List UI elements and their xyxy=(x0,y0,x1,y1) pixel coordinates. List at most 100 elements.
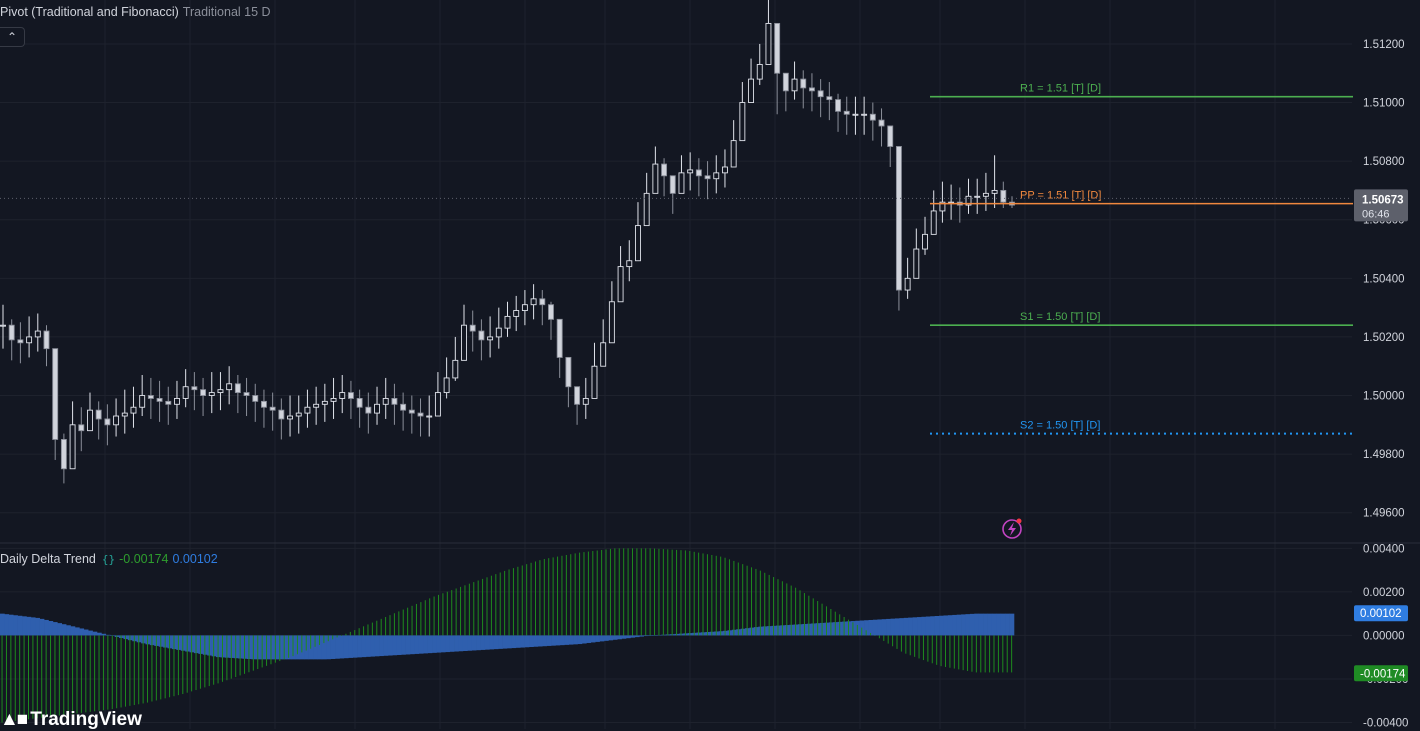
delta-green-bar xyxy=(477,580,479,636)
candle-body xyxy=(591,365,598,399)
delta-green-bar xyxy=(147,635,149,703)
delta-blue-bar xyxy=(947,615,953,636)
delta-green-bar xyxy=(349,631,351,636)
delta-green-bar xyxy=(640,548,642,636)
delta-blue-bar xyxy=(66,625,71,636)
delta-blue-bar xyxy=(872,619,878,636)
delta-green-bar xyxy=(931,635,933,664)
delta-green-bar xyxy=(186,635,188,693)
pivot-label: R1 = 1.51 [T] [D] xyxy=(1020,83,1101,95)
candle-body xyxy=(8,324,15,341)
delta-green-bar xyxy=(490,575,492,636)
candle-body xyxy=(278,409,285,420)
candle-body xyxy=(156,397,163,402)
delta-green-bar xyxy=(261,635,263,668)
delta-blue-bar xyxy=(493,635,499,650)
delta-green-bar xyxy=(552,557,554,636)
candle-body xyxy=(817,90,824,98)
delta-blue-bar xyxy=(890,618,896,636)
candle-body xyxy=(182,386,189,399)
code-icon[interactable]: {} xyxy=(101,553,116,566)
delta-green-bar xyxy=(310,635,312,649)
delta-green-bar xyxy=(345,633,347,636)
delta-green-bar xyxy=(618,548,620,636)
delta-green-bar xyxy=(274,635,276,663)
alert-dot xyxy=(1016,518,1022,524)
delta-green-bar xyxy=(354,630,356,636)
indicator-title: Pivot (Traditional and Fibonacci) xyxy=(0,5,179,19)
indicator-legend[interactable]: Pivot (Traditional and Fibonacci) Traditi… xyxy=(0,5,271,19)
delta-green-bar xyxy=(764,572,766,636)
subpane-legend[interactable]: Daily Delta Trend {} -0.00174 0.00102 xyxy=(0,552,218,566)
lightning-glyph xyxy=(1008,522,1016,536)
delta-green-bar xyxy=(288,635,290,658)
delta-green-bar xyxy=(371,622,373,636)
delta-blue-bar xyxy=(101,633,107,636)
delta-green-bar xyxy=(746,565,748,636)
delta-green-bar xyxy=(393,613,395,636)
delta-blue-bar xyxy=(652,635,658,636)
delta-green-bar xyxy=(579,552,581,636)
candle-body xyxy=(739,102,746,142)
delta-green-bar xyxy=(534,561,536,636)
candle-body xyxy=(904,277,911,291)
delta-green-bar xyxy=(662,549,664,636)
delta-green-bar xyxy=(614,548,616,636)
delta-green-bar xyxy=(327,635,329,642)
delta-blue-bar xyxy=(952,614,957,636)
delta-green-bar xyxy=(601,549,603,636)
candle-body xyxy=(878,119,885,127)
delta-blue-bar xyxy=(480,635,486,650)
candle-body xyxy=(113,415,120,426)
delta-green-bar xyxy=(671,549,673,636)
delta-blue-bar xyxy=(92,631,98,636)
delta-green-bar xyxy=(138,635,140,705)
tradingview-logo[interactable]: ▲■ TradingView xyxy=(0,709,142,731)
delta-blue-bar xyxy=(643,635,649,637)
delta-green-bar xyxy=(909,635,911,656)
delta-blue-bar xyxy=(370,635,376,657)
delta-green-bar xyxy=(900,635,902,652)
delta-green-bar xyxy=(407,607,409,636)
delta-blue-bar xyxy=(903,617,909,636)
candle-body xyxy=(1000,189,1007,203)
delta-green-bar xyxy=(32,635,34,719)
candle-body xyxy=(548,304,554,320)
candle-body xyxy=(17,339,24,344)
delta-blue-bar xyxy=(934,615,940,636)
candle-body xyxy=(147,395,154,399)
candle-body xyxy=(95,409,102,420)
delta-green-bar xyxy=(667,549,669,636)
delta-green-bar xyxy=(398,611,400,636)
delta-blue-bar xyxy=(313,635,318,660)
candle-body xyxy=(930,210,937,235)
delta-blue-bar xyxy=(35,617,40,636)
candle-body xyxy=(722,166,728,174)
delta-green-bar xyxy=(94,635,96,712)
candle-body xyxy=(565,356,572,388)
delta-green-bar xyxy=(1,635,3,723)
delta-blue-bar xyxy=(374,635,380,657)
candle-body xyxy=(687,169,694,174)
delta-green-bar xyxy=(848,619,850,636)
delta-green-bar xyxy=(905,635,907,654)
delta-green-bar xyxy=(111,635,113,710)
candle-body xyxy=(643,192,650,227)
delta-green-bar xyxy=(235,635,237,678)
delta-green-bar xyxy=(852,622,854,636)
indicator-params: Traditional 15 D xyxy=(182,5,271,19)
collapse-legend-button[interactable]: ⌃ xyxy=(0,27,25,47)
candle-body xyxy=(861,113,868,116)
delta-green-bar xyxy=(380,618,382,636)
delta-green-bar xyxy=(654,548,656,636)
delta-green-bar xyxy=(451,590,453,636)
candle-body xyxy=(982,192,989,197)
delta-green-bar xyxy=(808,595,810,636)
delta-green-bar xyxy=(415,603,417,636)
delta-green-bar xyxy=(292,635,294,657)
delta-green-bar xyxy=(742,564,744,636)
candle-body xyxy=(922,233,928,250)
delta-green-bar xyxy=(843,616,845,636)
delta-blue-bar xyxy=(57,623,63,636)
